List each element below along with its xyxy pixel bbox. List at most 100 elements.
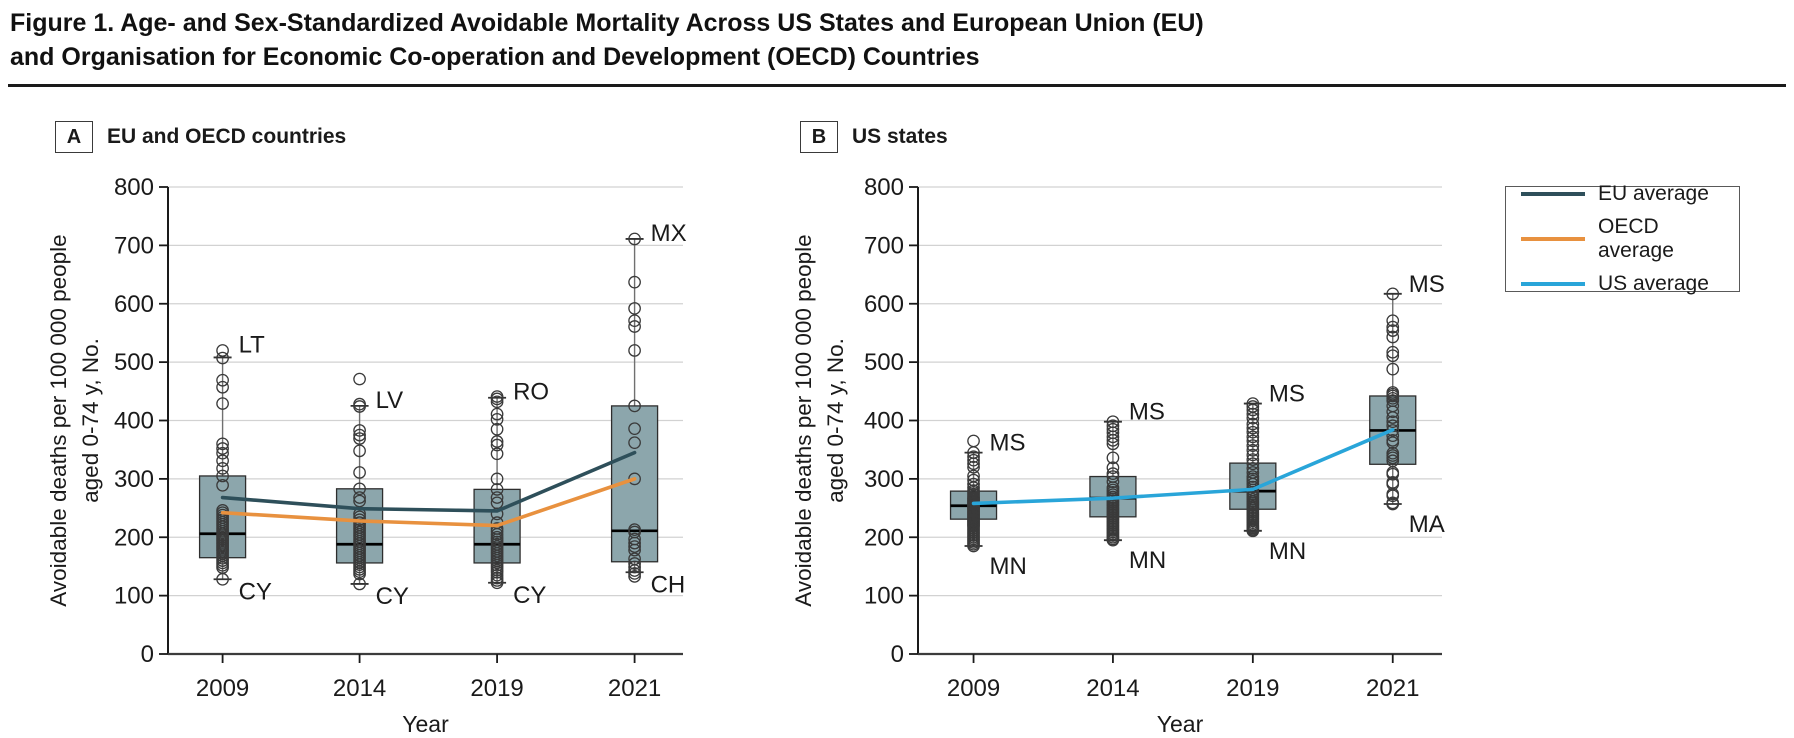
data-point bbox=[1106, 467, 1120, 480]
data-point bbox=[628, 422, 641, 436]
y-tick-label: 500 bbox=[114, 349, 154, 376]
data-point bbox=[490, 435, 504, 448]
data-point bbox=[628, 472, 641, 486]
legend-label-eu-average: EU average bbox=[1598, 182, 1709, 205]
data-point bbox=[216, 344, 229, 357]
x-tick-label: 2019 bbox=[470, 675, 523, 702]
data-point bbox=[1246, 425, 1260, 439]
y-axis-title: aged 0-74 y, No. bbox=[823, 338, 848, 503]
extreme-label-top: LV bbox=[376, 387, 404, 414]
data-point bbox=[353, 482, 366, 496]
data-point bbox=[628, 560, 641, 574]
data-point bbox=[1386, 467, 1400, 481]
data-point bbox=[353, 567, 366, 581]
extreme-label-bottom: CY bbox=[376, 583, 409, 610]
data-point bbox=[1106, 451, 1120, 465]
extreme-label-bottom: MN bbox=[990, 553, 1027, 580]
legend-item-us-average: US average bbox=[1521, 272, 1739, 296]
y-tick-label: 400 bbox=[864, 408, 904, 435]
x-axis-title: Year bbox=[1157, 711, 1204, 737]
data-point bbox=[1386, 362, 1400, 376]
y-tick-label: 400 bbox=[114, 408, 154, 435]
data-point bbox=[216, 446, 229, 460]
data-point bbox=[628, 232, 641, 246]
data-point bbox=[216, 462, 229, 475]
data-point bbox=[628, 564, 641, 577]
data-point bbox=[1386, 451, 1400, 465]
data-point bbox=[1386, 287, 1400, 301]
data-point bbox=[353, 372, 366, 386]
data-point bbox=[1246, 421, 1260, 435]
x-tick-label: 2014 bbox=[1086, 675, 1139, 702]
data-point bbox=[1246, 448, 1260, 462]
x-tick-label: 2009 bbox=[196, 675, 249, 702]
data-point bbox=[1246, 417, 1260, 431]
data-point bbox=[628, 320, 641, 333]
data-point bbox=[216, 437, 229, 451]
data-point bbox=[490, 422, 504, 436]
legend-item-eu-average: EU average bbox=[1521, 182, 1739, 206]
data-point bbox=[490, 507, 504, 521]
data-point bbox=[1246, 403, 1260, 417]
average-line-eu-average bbox=[220, 450, 637, 513]
data-point bbox=[628, 275, 641, 289]
x-tick-label: 2019 bbox=[1226, 675, 1279, 702]
y-tick-label: 0 bbox=[141, 641, 154, 668]
data-point bbox=[1386, 330, 1400, 344]
x-tick-label: 2021 bbox=[608, 675, 661, 702]
data-point bbox=[628, 314, 641, 328]
data-point bbox=[216, 380, 229, 394]
data-point bbox=[490, 491, 504, 504]
data-point bbox=[1386, 415, 1400, 429]
data-point bbox=[490, 565, 504, 579]
y-tick-label: 600 bbox=[864, 291, 904, 318]
panel-b-header: B US states bbox=[800, 121, 948, 153]
extreme-label-top: MS bbox=[990, 430, 1026, 457]
title-divider bbox=[8, 84, 1786, 87]
data-point bbox=[490, 576, 504, 590]
extreme-label-top: MS bbox=[1269, 381, 1305, 408]
extreme-label-top: LT bbox=[239, 331, 266, 358]
data-point bbox=[1106, 437, 1120, 451]
data-point bbox=[1246, 453, 1260, 466]
data-point bbox=[1386, 411, 1400, 424]
data-point bbox=[628, 557, 641, 570]
extreme-label-bottom: MN bbox=[1269, 538, 1306, 565]
x-tick-label: 2014 bbox=[333, 675, 386, 702]
y-tick-label: 700 bbox=[114, 232, 154, 259]
data-point bbox=[216, 442, 229, 455]
legend-swatch-oecd-average bbox=[1521, 237, 1585, 241]
data-point bbox=[1106, 461, 1120, 475]
data-point bbox=[216, 469, 229, 483]
data-point bbox=[1106, 430, 1120, 444]
data-point bbox=[353, 424, 366, 437]
data-point bbox=[490, 447, 504, 461]
y-tick-label: 100 bbox=[864, 583, 904, 610]
data-point bbox=[490, 568, 504, 582]
data-point bbox=[490, 472, 504, 486]
legend-label-oecd-average: OECD average bbox=[1598, 215, 1674, 262]
data-point bbox=[353, 466, 366, 479]
data-point bbox=[216, 572, 229, 586]
data-point bbox=[490, 412, 504, 426]
data-point bbox=[353, 400, 366, 413]
data-point bbox=[1386, 349, 1400, 363]
data-point bbox=[353, 494, 366, 508]
data-point bbox=[1106, 533, 1120, 547]
extreme-label-top: RO bbox=[513, 379, 549, 406]
panel-b-letter-badge: B bbox=[800, 121, 838, 153]
data-point bbox=[216, 373, 229, 387]
data-point bbox=[1246, 462, 1260, 475]
data-point bbox=[628, 302, 641, 315]
data-point bbox=[1246, 434, 1260, 448]
data-point bbox=[1386, 320, 1400, 334]
data-point bbox=[490, 395, 504, 409]
y-tick-label: 700 bbox=[864, 232, 904, 259]
data-point bbox=[1246, 411, 1260, 425]
y-tick-label: 500 bbox=[864, 349, 904, 376]
extreme-label-bottom: CH bbox=[651, 571, 686, 598]
data-point bbox=[1386, 324, 1400, 337]
data-point bbox=[490, 392, 504, 406]
x-axis-title: Year bbox=[402, 711, 449, 737]
